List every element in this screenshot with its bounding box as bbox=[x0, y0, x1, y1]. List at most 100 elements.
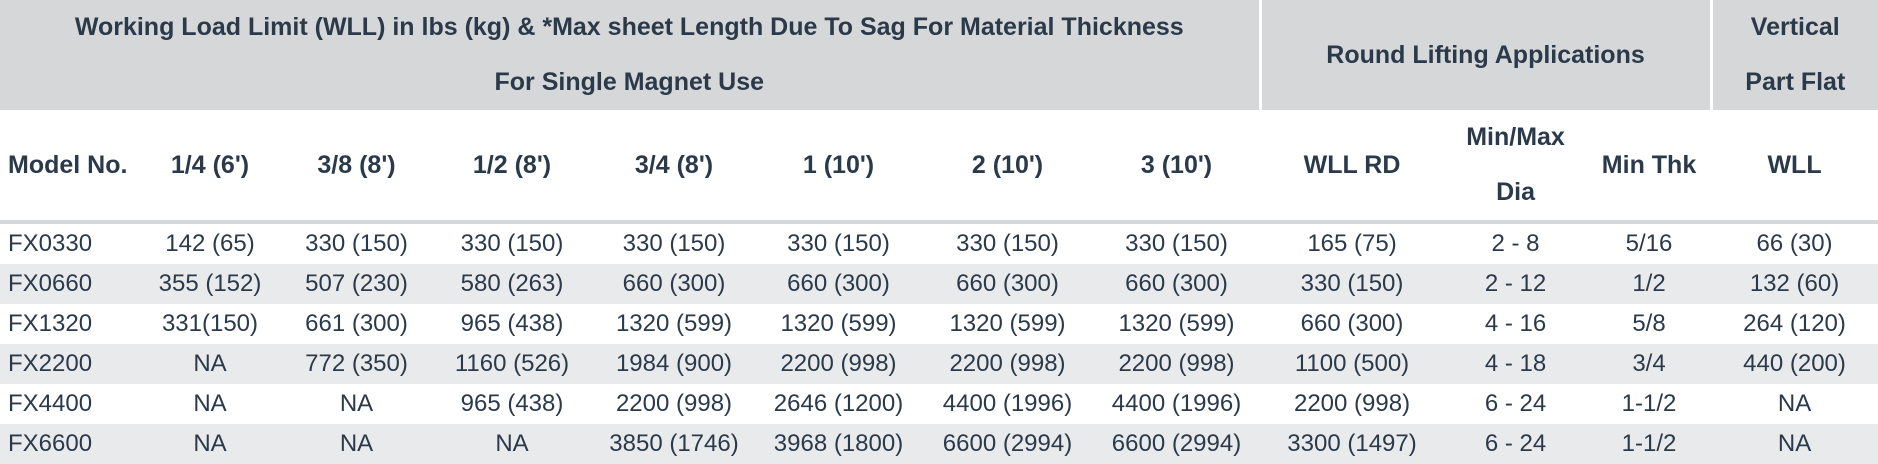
value-cell: 4400 (1996) bbox=[1111, 390, 1242, 417]
model-cell: FX2200 bbox=[0, 344, 138, 384]
value-cell: 2646 (1200) bbox=[773, 390, 904, 417]
header-text: 1 (10') bbox=[802, 150, 875, 179]
value-cell: 2200 (998) bbox=[1093, 344, 1261, 384]
header-text: 3/8 (8') bbox=[317, 150, 396, 179]
value-cell: 660 (300) bbox=[1093, 264, 1261, 304]
column-header: 2 (10') bbox=[922, 110, 1093, 224]
value-cell: 330 (150) bbox=[1260, 264, 1445, 304]
value-cell: 142 (65) bbox=[165, 230, 255, 257]
model-cell: FX0330 bbox=[8, 230, 93, 257]
value-cell: 1-1/2 bbox=[1587, 424, 1712, 464]
column-header: WLL RD bbox=[1260, 110, 1445, 224]
value-cell: 5/8 bbox=[1632, 310, 1666, 337]
column-header: 3/8 (8') bbox=[282, 110, 431, 224]
model-cell: FX1320 bbox=[8, 310, 93, 337]
column-header: 1/4 (6') bbox=[138, 110, 282, 224]
value-cell: 507 (230) bbox=[282, 264, 431, 304]
value-cell: 772 (350) bbox=[282, 344, 431, 384]
value-cell: 3300 (1497) bbox=[1260, 424, 1445, 464]
value-cell: 2200 (998) bbox=[615, 390, 733, 417]
value-cell: 2200 (998) bbox=[1293, 390, 1411, 417]
value-cell: 965 (438) bbox=[460, 390, 564, 417]
header-text: Part Flat bbox=[1745, 68, 1846, 96]
value-cell: 2200 (998) bbox=[755, 344, 922, 384]
value-cell: 264 (120) bbox=[1743, 310, 1846, 337]
value-cell: 660 (300) bbox=[755, 264, 922, 304]
value-cell: 1320 (599) bbox=[949, 310, 1066, 337]
value-cell: 2200 (998) bbox=[922, 344, 1093, 384]
column-header: 1/2 (8') bbox=[431, 110, 593, 224]
header-text: 2 (10') bbox=[971, 150, 1044, 179]
value-cell: 330 (150) bbox=[787, 230, 890, 257]
group-header: Vertical Part Flat bbox=[1711, 0, 1878, 110]
value-cell: 330 (150) bbox=[622, 230, 726, 257]
value-cell: NA bbox=[1711, 424, 1878, 464]
value-cell: 330 (150) bbox=[305, 230, 408, 257]
column-header: Model No. bbox=[0, 110, 138, 224]
table-body: FX0330 142 (65) 330 (150) 330 (150) 330 (150… bbox=[0, 222, 1878, 464]
value-cell: 1320 (599) bbox=[1118, 310, 1235, 337]
value-cell: 330 (150) bbox=[1125, 230, 1228, 257]
group-header: Working Load Limit (WLL) in lbs (kg) & *… bbox=[0, 0, 1262, 110]
value-cell: 2 - 12 bbox=[1444, 264, 1588, 304]
value-cell: 965 (438) bbox=[460, 310, 564, 337]
value-cell: NA bbox=[282, 424, 431, 464]
column-header: Min Thk bbox=[1587, 110, 1712, 224]
table-row: FX0330 142 (65) 330 (150) 330 (150) 330 (150… bbox=[0, 222, 1878, 264]
header-text: 1/2 (8') bbox=[472, 150, 552, 179]
table-row: FX4400 NA NA 965 (438) 2200 (998) 2646 (1200)… bbox=[0, 384, 1878, 424]
header-text: Dia bbox=[1496, 178, 1535, 206]
column-row: Model No. 1/4 (6') 3/8 (8') 1/2 (8') 3/4 (8'… bbox=[0, 110, 1878, 224]
value-cell: 2 - 8 bbox=[1491, 230, 1540, 257]
header-text: Min Thk bbox=[1601, 150, 1697, 179]
value-cell: 3968 (1800) bbox=[755, 424, 922, 464]
header-text: Min/Max bbox=[1466, 123, 1565, 151]
column-header: 3 (10') bbox=[1093, 110, 1261, 224]
column-header: WLL bbox=[1711, 110, 1878, 224]
value-cell: 440 (200) bbox=[1711, 344, 1878, 384]
header-text: 3/4 (8') bbox=[634, 150, 714, 179]
value-cell: 5/16 bbox=[1625, 230, 1673, 257]
table-row: FX0660 355 (152) 507 (230) 580 (263) 660 (30… bbox=[0, 264, 1878, 304]
value-cell: 6600 (2994) bbox=[1093, 424, 1261, 464]
value-cell: 660 (300) bbox=[593, 264, 755, 304]
value-cell: 330 (150) bbox=[460, 230, 564, 257]
value-cell: 132 (60) bbox=[1711, 264, 1878, 304]
column-header: 3/4 (8') bbox=[593, 110, 755, 224]
table-row: FX1320 331(150) 661 (300) 965 (438) 1320 (59… bbox=[0, 304, 1878, 344]
value-cell: 6 - 24 bbox=[1484, 390, 1547, 417]
header-text: 1/4 (6') bbox=[170, 150, 250, 179]
header-text: For Single Magnet Use bbox=[494, 68, 764, 96]
value-cell: 660 (300) bbox=[1300, 310, 1404, 337]
column-header: Min/Max Dia bbox=[1444, 110, 1588, 224]
table-row: FX6600 NA NA NA 3850 (1746) 3968 (1800) 6600 (… bbox=[0, 424, 1878, 464]
model-cell: FX6600 bbox=[0, 424, 138, 464]
value-cell: 1100 (500) bbox=[1260, 344, 1445, 384]
value-cell: 165 (75) bbox=[1307, 230, 1397, 257]
value-cell: 6600 (2994) bbox=[922, 424, 1093, 464]
value-cell: 331(150) bbox=[161, 310, 259, 337]
header-text: Vertical bbox=[1750, 13, 1840, 41]
group-header: Round Lifting Applications bbox=[1260, 0, 1713, 110]
header-text: Model No. bbox=[8, 150, 128, 179]
value-cell: 1320 (599) bbox=[780, 310, 897, 337]
value-cell: 66 (30) bbox=[1756, 230, 1833, 257]
value-cell: NA bbox=[138, 424, 282, 464]
value-cell: NA bbox=[1777, 390, 1812, 417]
header-text: WLL RD bbox=[1303, 150, 1401, 179]
model-cell: FX4400 bbox=[8, 390, 93, 417]
value-cell: 661 (300) bbox=[305, 310, 408, 337]
value-cell: NA bbox=[339, 390, 374, 417]
header-text: Working Load Limit (WLL) in lbs (kg) & *… bbox=[74, 13, 1184, 41]
value-cell: 4 - 18 bbox=[1444, 344, 1588, 384]
table-row: FX2200 NA 772 (350) 1160 (526) 1984 (900) 220… bbox=[0, 344, 1878, 384]
header-text: WLL bbox=[1767, 150, 1822, 179]
column-header: 1 (10') bbox=[755, 110, 922, 224]
value-cell: 355 (152) bbox=[138, 264, 282, 304]
header-text: Round Lifting Applications bbox=[1326, 40, 1645, 69]
table-header: Working Load Limit (WLL) in lbs (kg) & *… bbox=[0, 0, 1878, 224]
value-cell: 580 (263) bbox=[431, 264, 593, 304]
model-cell: FX0660 bbox=[0, 264, 138, 304]
